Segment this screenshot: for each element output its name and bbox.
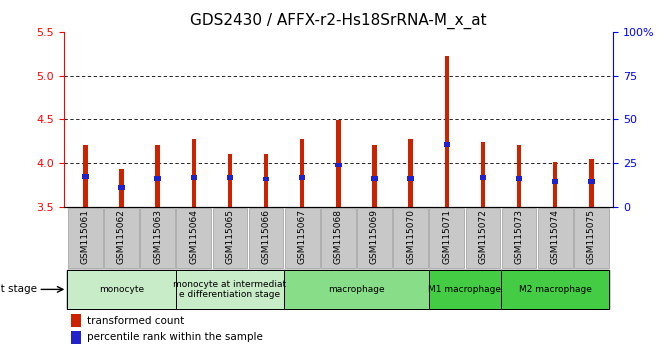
Text: transformed count: transformed count bbox=[86, 316, 184, 326]
Text: monocyte: monocyte bbox=[99, 285, 144, 294]
Text: GSM115073: GSM115073 bbox=[515, 209, 523, 264]
Bar bbox=[373, 145, 377, 207]
FancyBboxPatch shape bbox=[574, 208, 609, 268]
Bar bbox=[335, 162, 342, 167]
Text: percentile rank within the sample: percentile rank within the sample bbox=[86, 332, 263, 342]
FancyBboxPatch shape bbox=[68, 208, 103, 268]
Bar bbox=[445, 56, 449, 207]
Text: GSM115071: GSM115071 bbox=[442, 209, 452, 264]
FancyBboxPatch shape bbox=[393, 208, 428, 268]
Text: M2 macrophage: M2 macrophage bbox=[519, 285, 592, 294]
Text: macrophage: macrophage bbox=[328, 285, 385, 294]
Bar bbox=[409, 139, 413, 207]
Bar bbox=[82, 174, 88, 179]
FancyBboxPatch shape bbox=[67, 270, 176, 309]
Text: GSM115067: GSM115067 bbox=[297, 209, 307, 264]
FancyBboxPatch shape bbox=[212, 208, 247, 268]
FancyBboxPatch shape bbox=[104, 208, 139, 268]
Bar bbox=[154, 176, 161, 181]
FancyBboxPatch shape bbox=[538, 208, 573, 268]
Bar bbox=[119, 169, 124, 207]
Bar bbox=[553, 162, 557, 207]
FancyBboxPatch shape bbox=[321, 208, 356, 268]
Bar bbox=[444, 142, 450, 147]
Text: development stage: development stage bbox=[0, 284, 37, 295]
Title: GDS2430 / AFFX-r2-Hs18SrRNA-M_x_at: GDS2430 / AFFX-r2-Hs18SrRNA-M_x_at bbox=[190, 13, 486, 29]
Text: monocyte at intermediat
e differentiation stage: monocyte at intermediat e differentiatio… bbox=[174, 280, 287, 299]
FancyBboxPatch shape bbox=[357, 208, 392, 268]
Bar bbox=[299, 175, 306, 180]
Text: GSM115069: GSM115069 bbox=[370, 209, 379, 264]
FancyBboxPatch shape bbox=[429, 208, 464, 268]
FancyBboxPatch shape bbox=[249, 208, 283, 268]
Bar bbox=[155, 145, 160, 207]
Bar bbox=[336, 120, 340, 207]
Bar bbox=[516, 176, 523, 181]
FancyBboxPatch shape bbox=[176, 270, 284, 309]
Text: GSM115062: GSM115062 bbox=[117, 209, 126, 264]
FancyBboxPatch shape bbox=[140, 208, 175, 268]
Bar bbox=[589, 159, 594, 207]
Text: GSM115068: GSM115068 bbox=[334, 209, 343, 264]
FancyBboxPatch shape bbox=[466, 208, 500, 268]
Text: GSM115074: GSM115074 bbox=[551, 209, 559, 264]
Bar bbox=[190, 175, 197, 180]
Bar bbox=[228, 154, 232, 207]
Text: GSM115066: GSM115066 bbox=[261, 209, 271, 264]
FancyBboxPatch shape bbox=[429, 270, 501, 309]
Bar bbox=[264, 154, 268, 207]
Bar bbox=[371, 176, 378, 181]
FancyBboxPatch shape bbox=[285, 208, 320, 268]
FancyBboxPatch shape bbox=[284, 270, 429, 309]
FancyBboxPatch shape bbox=[501, 270, 610, 309]
Bar bbox=[226, 175, 233, 180]
FancyBboxPatch shape bbox=[502, 208, 537, 268]
Text: GSM115075: GSM115075 bbox=[587, 209, 596, 264]
Text: GSM115061: GSM115061 bbox=[81, 209, 90, 264]
Bar bbox=[192, 139, 196, 207]
Bar bbox=[71, 314, 81, 327]
Bar bbox=[83, 145, 88, 207]
Bar bbox=[118, 185, 125, 190]
Text: GSM115064: GSM115064 bbox=[189, 209, 198, 264]
Bar bbox=[481, 142, 485, 207]
Bar bbox=[263, 177, 269, 182]
Bar bbox=[71, 331, 81, 344]
Text: M1 macrophage: M1 macrophage bbox=[428, 285, 501, 294]
Bar bbox=[517, 145, 521, 207]
FancyBboxPatch shape bbox=[176, 208, 211, 268]
Bar bbox=[588, 179, 594, 184]
Text: GSM115070: GSM115070 bbox=[406, 209, 415, 264]
Text: GSM115065: GSM115065 bbox=[225, 209, 234, 264]
Bar bbox=[552, 179, 559, 184]
Bar bbox=[300, 139, 304, 207]
Bar bbox=[480, 175, 486, 180]
Text: GSM115072: GSM115072 bbox=[478, 209, 488, 264]
Bar bbox=[407, 176, 414, 181]
Text: GSM115063: GSM115063 bbox=[153, 209, 162, 264]
